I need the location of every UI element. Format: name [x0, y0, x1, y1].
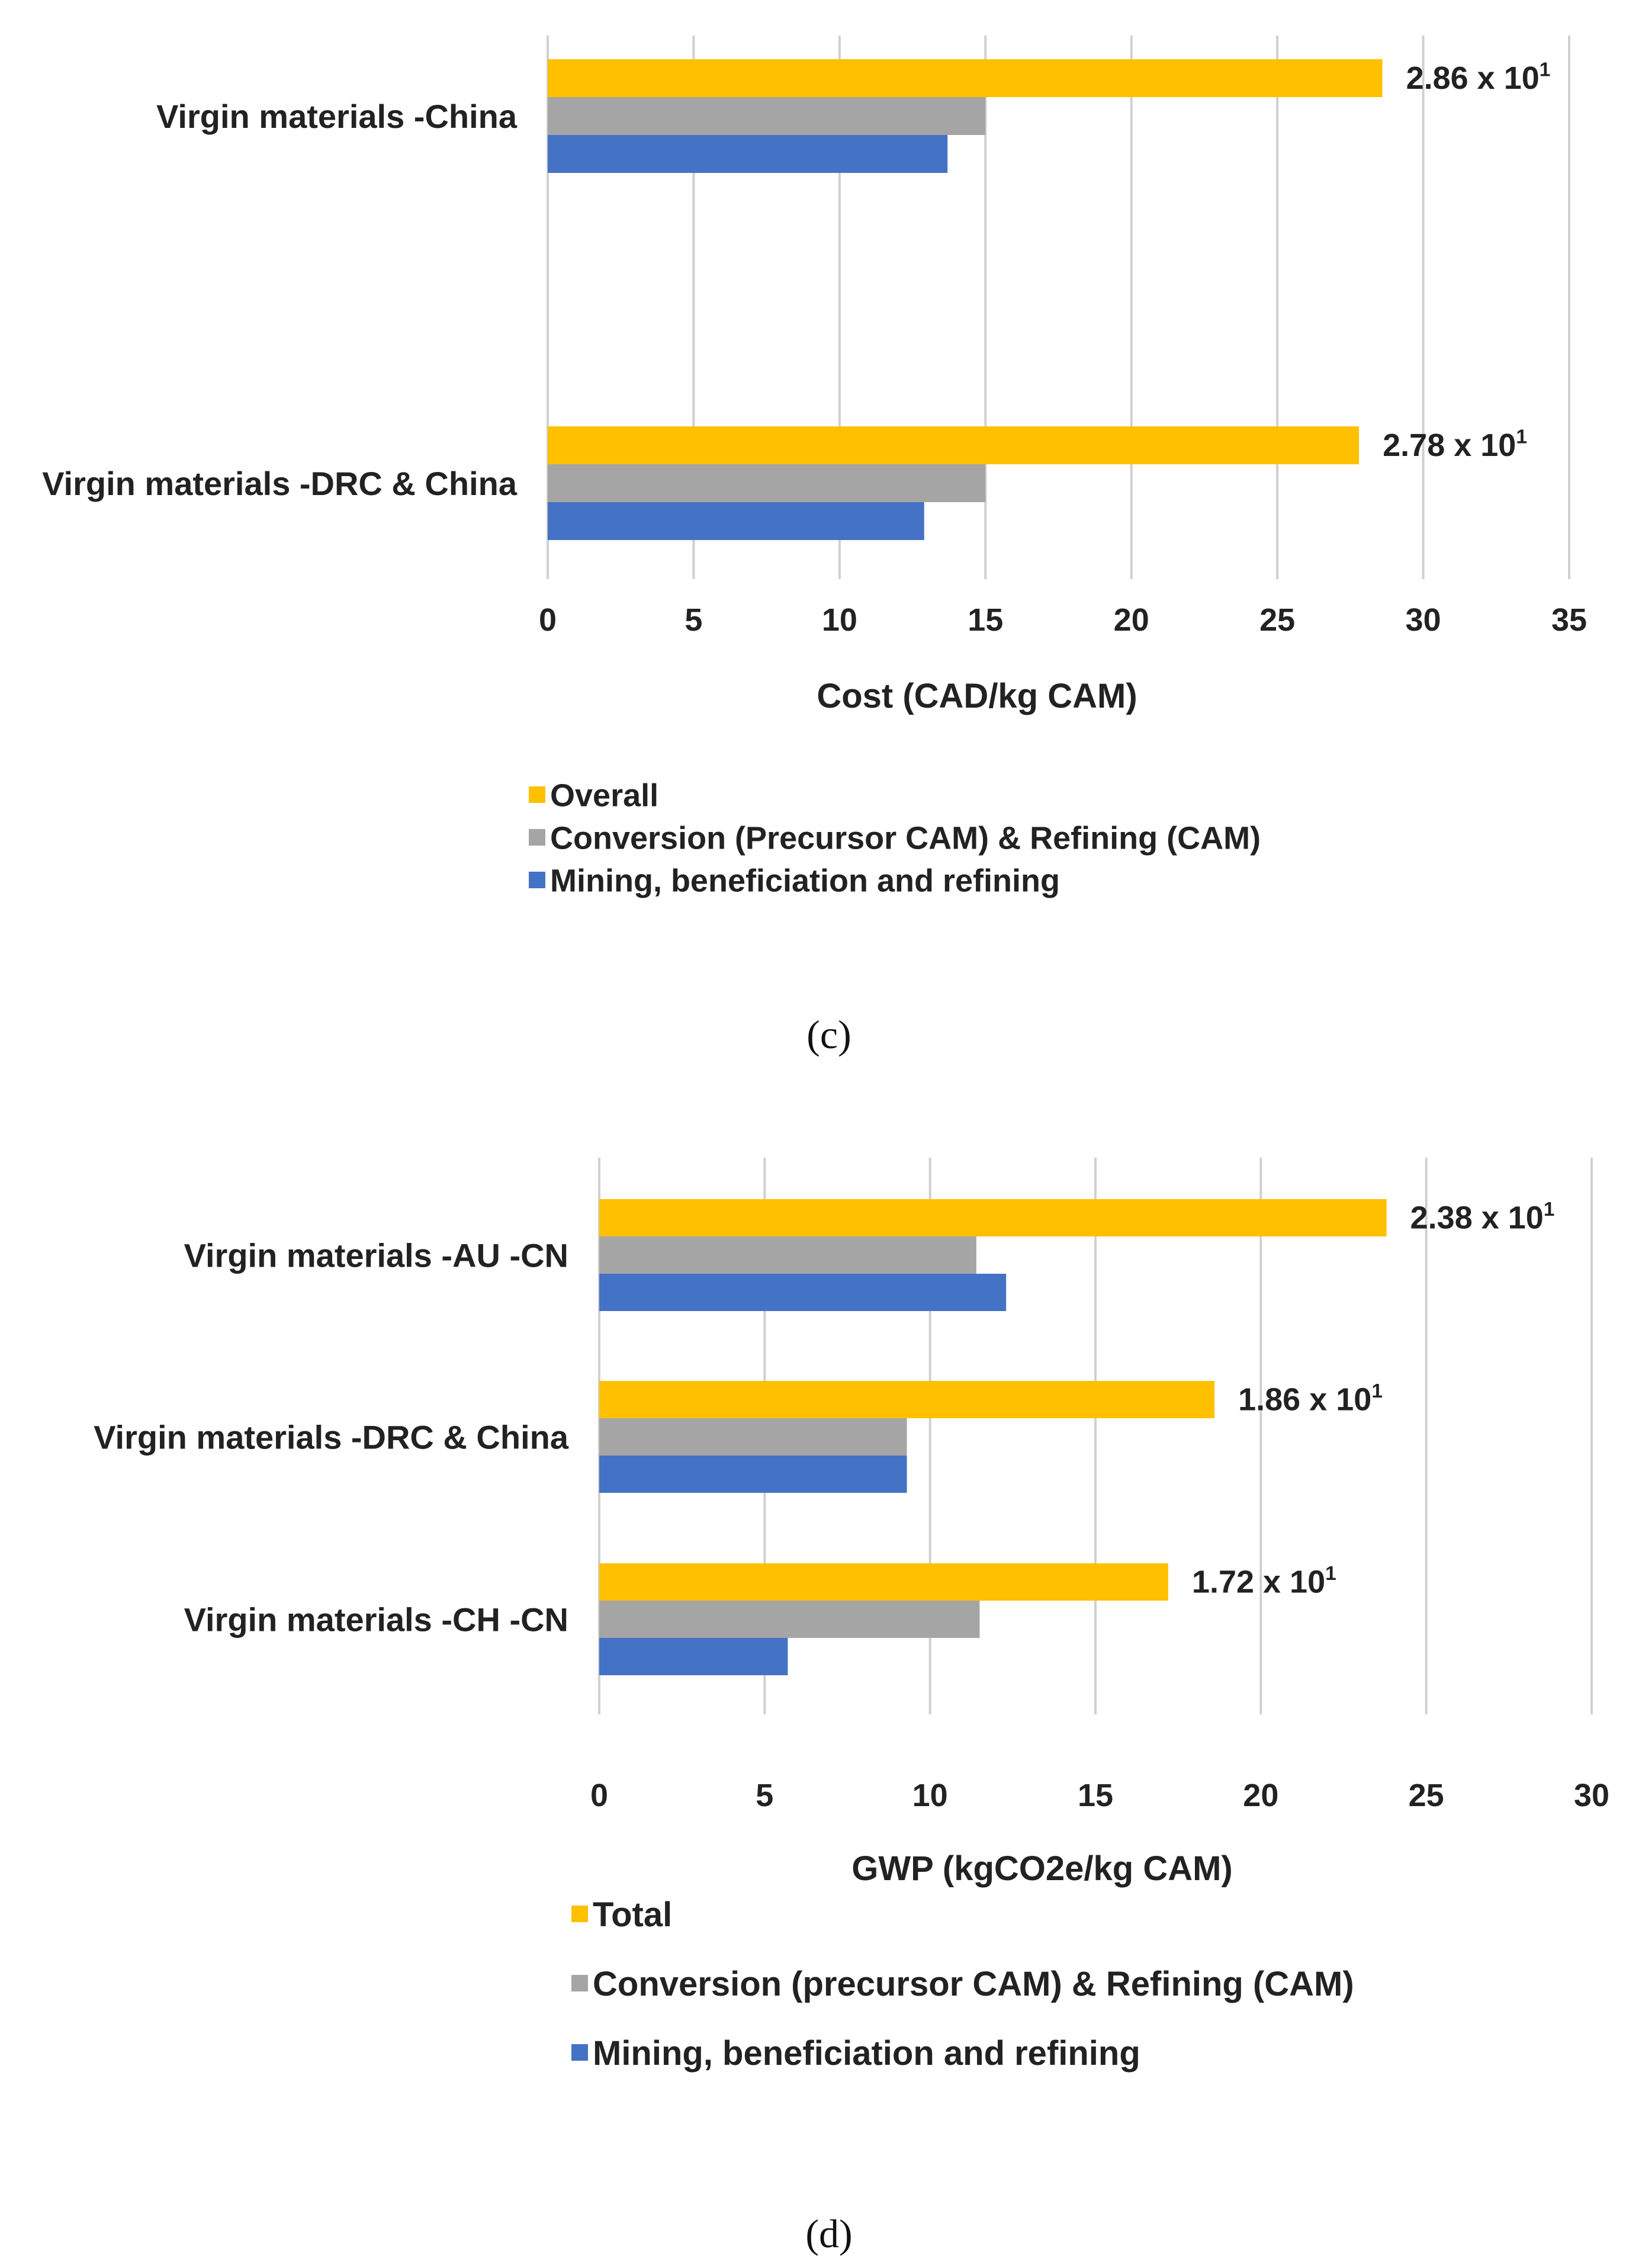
panel-d-legend: Total Conversion (precursor CAM) & Refini…	[571, 1896, 1354, 2073]
legend-swatch-conversion-precursor-cam-refining-cam	[571, 1975, 588, 1991]
legend-swatch-mining-beneficiation-and-refining	[529, 872, 545, 888]
bar-mining-beneficiation-and-refining	[599, 1456, 907, 1493]
data-label: 2.86 x 101	[1406, 59, 1551, 96]
bar-overall	[548, 426, 1360, 464]
x-tick-label: 15	[1078, 1778, 1113, 1813]
bar-conversion-precursor-cam-refining-cam	[599, 1236, 976, 1274]
legend-label: Overall	[550, 778, 658, 813]
data-label-mantissa: 2.78 x 10	[1383, 428, 1516, 463]
bar-conversion-precursor-cam-refining-cam	[599, 1418, 907, 1456]
legend-label: Conversion (precursor CAM) & Refining (C…	[593, 1965, 1354, 2003]
x-tick-label: 20	[1114, 602, 1149, 638]
x-tick-label: 25	[1409, 1778, 1444, 1813]
data-label-exponent: 1	[1544, 1199, 1555, 1220]
legend-swatch-conversion-precursor-cam-refining-cam	[529, 829, 545, 846]
x-tick-label: 5	[756, 1778, 773, 1813]
panel-caption: (c)	[806, 1012, 851, 1057]
panel-caption: (d)	[805, 2211, 852, 2256]
x-tick-label: 0	[539, 602, 557, 638]
legend-swatch-overall	[529, 786, 545, 803]
data-label: 2.38 x 101	[1410, 1199, 1555, 1236]
category-label: Virgin materials -AU -CN	[184, 1237, 568, 1274]
x-axis-title: GWP (kgCO2e/kg CAM)	[851, 1849, 1232, 1888]
data-label-mantissa: 1.86 x 10	[1238, 1382, 1371, 1418]
bar-conversion-precursor-cam-refining-cam	[548, 464, 986, 502]
data-label-mantissa: 1.72 x 10	[1192, 1565, 1325, 1600]
legend-swatch-mining-beneficiation-and-refining	[571, 2044, 588, 2061]
legend-label: Conversion (Precursor CAM) & Refining (C…	[550, 820, 1261, 856]
bar-mining-beneficiation-and-refining	[548, 135, 948, 173]
panel-c-chart: 0 5 10 15 20 25 30 35 Virgin materials -China 2.8…	[42, 36, 1587, 1057]
panel-c-legend: Overall Conversion (Precursor CAM) & Refi…	[529, 778, 1261, 898]
x-tick-label: 10	[822, 602, 857, 638]
data-label: 1.86 x 101	[1238, 1380, 1383, 1418]
legend-label: Mining, beneficiation and refining	[550, 863, 1060, 898]
data-label-mantissa: 2.86 x 10	[1406, 60, 1540, 96]
data-label: 1.72 x 101	[1192, 1563, 1336, 1600]
data-label: 2.78 x 101	[1383, 426, 1527, 463]
data-label-mantissa: 2.38 x 10	[1410, 1200, 1544, 1236]
x-axis-title: Cost (CAD/kg CAM)	[817, 677, 1137, 715]
x-tick-label: 20	[1243, 1778, 1278, 1813]
x-tick-label: 30	[1406, 602, 1441, 638]
data-label-exponent: 1	[1540, 59, 1551, 81]
panel-d-chart: 0 5 10 15 20 25 30 Virgin materials -AU -CN 2.38…	[94, 1158, 1609, 2256]
category-label: Virgin materials -China	[156, 98, 518, 135]
data-label-exponent: 1	[1516, 426, 1527, 448]
legend-label: Total	[593, 1896, 672, 1934]
category-label: Virgin materials -CH -CN	[184, 1601, 568, 1639]
category-label: Virgin materials -DRC & China	[94, 1419, 569, 1456]
data-label-exponent: 1	[1371, 1380, 1383, 1402]
bar-mining-beneficiation-and-refining	[599, 1274, 1007, 1311]
bar-mining-beneficiation-and-refining	[548, 502, 924, 540]
x-tick-label: 5	[684, 602, 702, 638]
x-tick-label: 35	[1551, 602, 1587, 638]
bar-mining-beneficiation-and-refining	[599, 1638, 788, 1675]
bar-total	[599, 1381, 1215, 1418]
x-tick-label: 15	[968, 602, 1003, 638]
x-tick-label: 30	[1574, 1778, 1609, 1813]
x-tick-label: 25	[1259, 602, 1295, 638]
bar-total	[599, 1563, 1168, 1601]
x-tick-label: 0	[590, 1778, 608, 1813]
bar-overall	[548, 59, 1383, 97]
category-label: Virgin materials -DRC & China	[42, 465, 518, 502]
bar-conversion-precursor-cam-refining-cam	[548, 97, 986, 135]
x-tick-label: 10	[912, 1778, 948, 1813]
legend-swatch-total	[571, 1906, 588, 1922]
legend-label: Mining, beneficiation and refining	[593, 2034, 1140, 2073]
data-label-exponent: 1	[1325, 1563, 1336, 1585]
bar-conversion-precursor-cam-refining-cam	[599, 1601, 980, 1638]
bar-total	[599, 1199, 1387, 1236]
